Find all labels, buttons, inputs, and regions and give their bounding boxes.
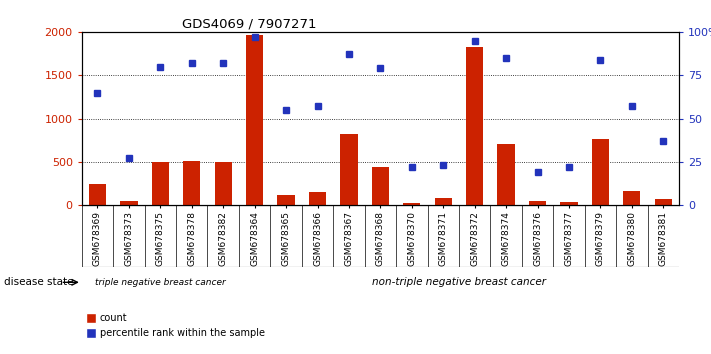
Text: non-triple negative breast cancer: non-triple negative breast cancer	[372, 277, 546, 287]
Bar	[498, 144, 515, 205]
Bar	[89, 184, 106, 205]
Text: GDS4069 / 7907271: GDS4069 / 7907271	[181, 18, 316, 31]
Bar	[592, 139, 609, 205]
Bar	[403, 203, 420, 205]
Bar	[529, 201, 546, 205]
Bar	[434, 198, 452, 205]
Bar	[309, 192, 326, 205]
Bar	[466, 47, 483, 205]
Bar	[372, 167, 389, 205]
Bar	[215, 162, 232, 205]
Bar	[246, 35, 263, 205]
Bar	[277, 195, 295, 205]
Bar	[655, 199, 672, 205]
Legend: count, percentile rank within the sample: count, percentile rank within the sample	[83, 309, 269, 342]
Bar	[624, 191, 641, 205]
Bar	[341, 134, 358, 205]
Bar	[560, 202, 577, 205]
Bar	[120, 201, 137, 205]
Text: disease state: disease state	[4, 277, 73, 287]
Bar	[183, 161, 201, 205]
Text: triple negative breast cancer: triple negative breast cancer	[95, 278, 225, 287]
Bar	[151, 162, 169, 205]
